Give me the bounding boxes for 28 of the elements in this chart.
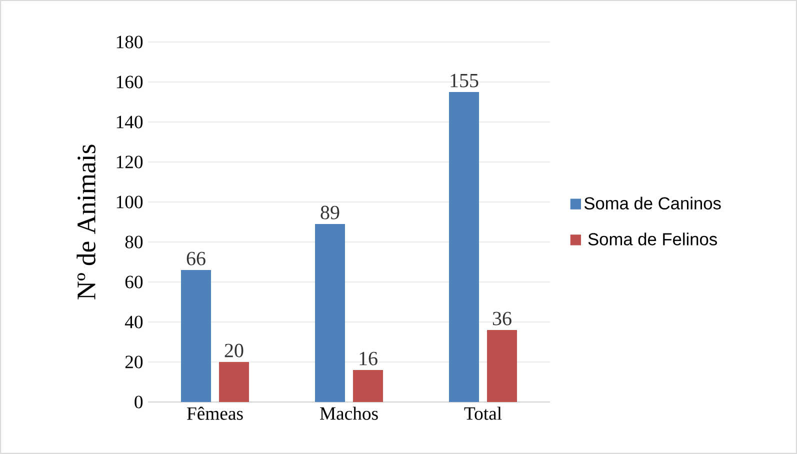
bar [487, 330, 517, 402]
legend-label: Soma de Felinos [588, 232, 717, 246]
y-tick-label: 140 [116, 116, 143, 128]
data-label: 20 [224, 344, 244, 358]
data-label: 36 [492, 312, 512, 326]
x-tick-label: Machos [320, 406, 378, 420]
bar [449, 92, 479, 402]
bar [181, 270, 211, 402]
data-label: 89 [320, 206, 340, 220]
x-tick-label: Fêmeas [187, 406, 243, 420]
y-tick-label: 20 [125, 356, 143, 368]
data-label: 66 [186, 252, 206, 266]
y-axis-title: Nº de Animais [76, 144, 96, 300]
bar [315, 224, 345, 402]
y-tick-label: 120 [116, 156, 143, 168]
y-tick-label: 60 [125, 276, 143, 288]
legend-label: Soma de Caninos [584, 196, 721, 210]
bar [219, 362, 249, 402]
data-label: 155 [450, 74, 478, 88]
bar [353, 370, 383, 402]
y-tick-label: 40 [124, 316, 143, 328]
data-label: 16 [360, 352, 378, 366]
y-tick-label: 0 [134, 396, 143, 408]
y-tick-label: 80 [125, 236, 143, 248]
y-tick-label: 180 [116, 36, 143, 48]
x-tick-label: Total [464, 406, 502, 420]
y-tick-label: 160 [116, 76, 143, 88]
y-tick-label: 100 [116, 196, 143, 208]
